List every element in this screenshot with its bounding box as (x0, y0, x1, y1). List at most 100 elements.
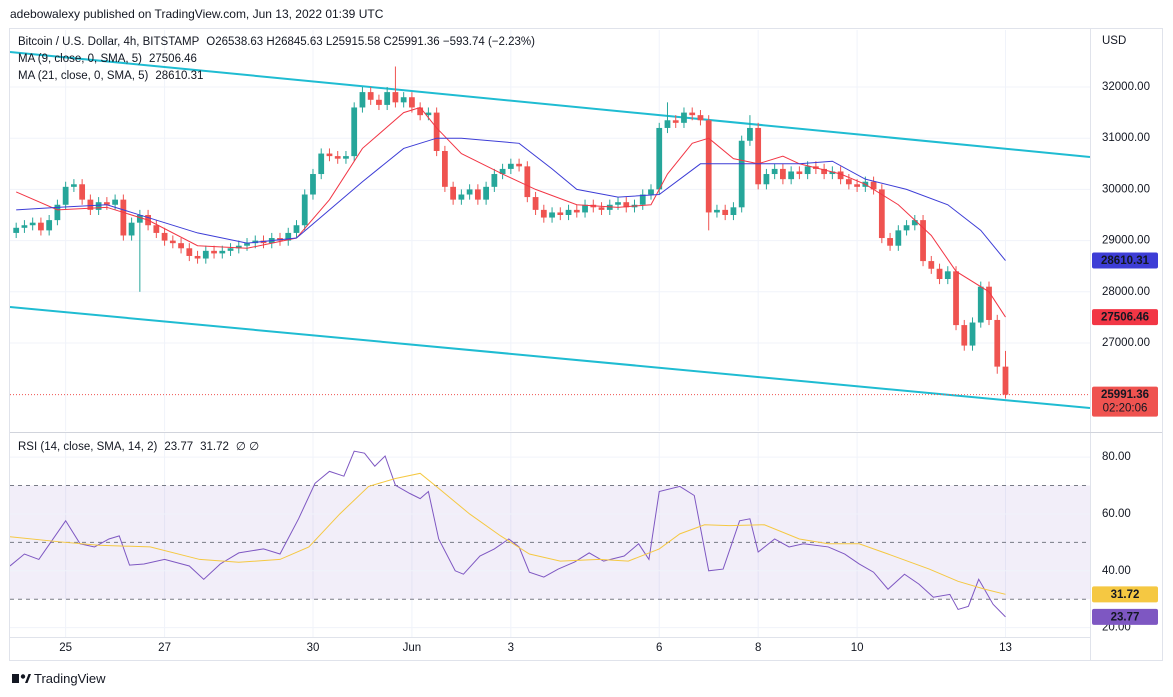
footer-logo (12, 674, 31, 683)
candle-body (747, 127, 753, 141)
candle-body (87, 199, 94, 210)
candle-body (837, 171, 844, 180)
candle-body (301, 194, 308, 226)
candle-body (120, 199, 127, 236)
attribution: adebowalexy published on TradingView.com… (10, 7, 384, 21)
candle-body (895, 230, 902, 246)
candle-body (507, 163, 514, 169)
candle-body (153, 225, 160, 233)
candle-body (433, 112, 440, 151)
candle-body (524, 166, 531, 198)
candle-body (211, 250, 217, 254)
series-line (16, 137, 1006, 261)
candle-body (549, 212, 555, 218)
x-tick-label: Jun (403, 642, 422, 654)
y-tick-label: 40.00 (1102, 565, 1131, 577)
candle-body (79, 184, 86, 200)
last-price: 25991.36 (1101, 389, 1149, 401)
candle-body (491, 174, 498, 187)
x-tick-label: 8 (755, 642, 761, 654)
candle-body (944, 271, 951, 280)
candle-body (870, 181, 877, 190)
candle-body (994, 319, 1001, 367)
candle-body (54, 204, 61, 221)
legend-value: 27506.46 (149, 53, 197, 65)
price-badge: 27506.46 (1101, 312, 1149, 324)
candle-body (540, 209, 547, 218)
candle-body (442, 150, 448, 187)
candle-body (969, 322, 976, 346)
y-tick-label: 32000.00 (1102, 81, 1150, 93)
candle-body (46, 220, 53, 231)
y-tick-label: 29000.00 (1102, 235, 1150, 247)
candle-body (392, 92, 399, 103)
legend-na: ∅ ∅ (236, 441, 259, 453)
rsi-badge: 31.72 (1111, 589, 1140, 601)
candle-body (953, 271, 959, 326)
candle-body (878, 189, 885, 239)
x-tick-label: 10 (851, 642, 864, 654)
y-tick-label: 60.00 (1102, 508, 1131, 520)
candle-body (417, 107, 424, 116)
candle-body (425, 112, 432, 116)
candle-body (285, 232, 292, 241)
candle-body (854, 184, 860, 187)
candle-body (178, 243, 184, 249)
y-tick-label: 31000.00 (1102, 132, 1150, 144)
x-tick-label: 25 (59, 642, 72, 654)
candle-body (829, 171, 836, 175)
y-tick-label: 28000.00 (1102, 286, 1150, 298)
legend-entry: MA (21, close, 0, SMA, 5) (18, 70, 149, 82)
candle-body (293, 225, 300, 233)
candle-body (169, 240, 176, 244)
candle-body (986, 286, 992, 320)
candle-body (186, 248, 193, 256)
candle-body (763, 174, 770, 185)
candle-body (483, 186, 489, 200)
footer-brand: TradingView (34, 671, 106, 686)
candle-body (573, 209, 580, 213)
candle-body (615, 202, 621, 205)
overlay: 25 27 30 Jun 3 6 8 10 13 27000.00 28000.00 29000.00… (18, 35, 1158, 654)
candle-body (697, 115, 704, 121)
candle-body (821, 168, 828, 175)
candle-body (780, 168, 786, 180)
candle-body (235, 245, 242, 249)
trend-line (10, 306, 1090, 410)
candle-body (103, 202, 110, 205)
candle-body (887, 238, 893, 246)
candle-body (565, 209, 572, 215)
candle-body (21, 225, 28, 228)
candle-body (928, 261, 935, 269)
candle-body (689, 112, 696, 116)
candle-body (244, 243, 250, 246)
candle-body (557, 212, 564, 215)
candle-body (334, 156, 341, 159)
candle-body (845, 179, 852, 185)
candle-body (656, 127, 663, 190)
candle-body (1002, 366, 1009, 395)
price-pane (10, 30, 1090, 431)
x-tick-label: 6 (656, 642, 662, 654)
candle-body (705, 120, 712, 213)
candle-body (343, 156, 349, 159)
candle-body (639, 194, 646, 205)
x-tick-label: 30 (307, 642, 320, 654)
rsi-pane (10, 433, 1090, 637)
legend-value: 28610.31 (155, 70, 203, 82)
candle-body (788, 171, 795, 180)
candle-body (582, 204, 588, 213)
legend-title: RSI (14, close, SMA, 14, 2) (18, 441, 158, 453)
candle-body (516, 163, 522, 167)
price-badge-bg (1092, 252, 1158, 269)
candle-body (310, 174, 316, 195)
price-badge-bg (1092, 309, 1158, 326)
candle-body (194, 255, 201, 259)
candle-body (326, 153, 333, 157)
candle-body (961, 325, 968, 346)
legend-title: Bitcoin / U.S. Dollar, 4h, BITSTAMP (18, 36, 200, 48)
candle-body (738, 140, 745, 208)
rsi-badge: 23.77 (1111, 611, 1140, 623)
candle-body (681, 112, 687, 123)
